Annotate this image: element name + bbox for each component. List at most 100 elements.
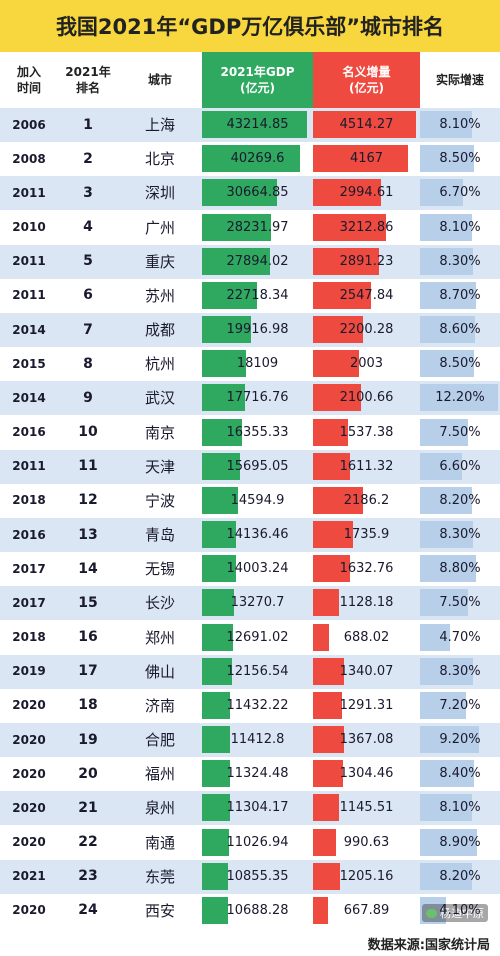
data-source: 数据来源:国家统计局: [367, 938, 490, 953]
rank-cell: 12: [78, 492, 98, 509]
rank-cell: 1: [83, 116, 93, 133]
join-year-cell: 2017: [12, 561, 46, 576]
join-year-cell: 2008: [12, 151, 46, 166]
gdp-value: 19916.98: [226, 322, 289, 337]
increase-value: 2186.2: [343, 492, 390, 508]
header-city: 城市: [147, 73, 172, 87]
city-cell: 成都: [144, 321, 175, 339]
rank-cell: 22: [78, 834, 98, 850]
city-cell: 重庆: [144, 252, 175, 271]
gdp-value: 28231.97: [226, 219, 289, 235]
growth-value: 4.10%: [439, 902, 481, 918]
increase-value: 990.63: [343, 834, 390, 850]
growth-bar: [420, 691, 467, 719]
join-year-cell: 2011: [12, 254, 46, 269]
growth-bar: [420, 316, 476, 343]
city-cell: 佛山: [144, 662, 175, 681]
gdp-value: 13270.7: [230, 595, 285, 611]
increase-bar: [313, 726, 345, 753]
increase-bar: [313, 691, 343, 719]
growth-bar: [420, 452, 463, 480]
table-header: 加入 时间 2021年 排名 城市 2021年GDP (亿元) 名义增量 (亿元…: [0, 52, 500, 108]
table-row: 2020 24 西安 10688.28 667.89 4.10%: [0, 893, 500, 928]
gdp-value: 11324.48: [226, 766, 289, 782]
increase-bar: [313, 589, 339, 617]
rank-cell: 17: [78, 663, 98, 680]
city-cell: 长沙: [144, 594, 175, 613]
increase-bar: [313, 418, 348, 446]
rank-cell: 10: [78, 424, 98, 440]
gdp-value: 11026.94: [226, 834, 289, 850]
join-year-cell: 2017: [12, 595, 46, 610]
growth-value: 7.20%: [439, 697, 481, 713]
growth-value: 8.40%: [439, 766, 481, 782]
increase-value: 1367.08: [339, 732, 394, 747]
growth-bar: [420, 726, 479, 753]
table-row: 2021 23 东莞 10855.35 1205.16 8.20%: [0, 859, 500, 894]
city-cell: 济南: [144, 696, 175, 715]
rank-cell: 6: [83, 287, 93, 304]
table-row: 2019 17 佛山 12156.54 1340.07 8.30%: [0, 654, 500, 689]
footer: 杨迪中原 数据来源:国家统计局: [0, 904, 500, 956]
growth-bar: [420, 179, 463, 207]
city-cell: 广州: [144, 218, 175, 237]
increase-value: 2547.84: [339, 287, 394, 303]
increase-bar: [313, 862, 341, 890]
table-row: 2020 18 济南 11432.22 1291.31 7.20%: [0, 688, 500, 723]
gdp-value: 16355.33: [226, 424, 289, 440]
rank-cell: 16: [78, 629, 98, 645]
rank-cell: 24: [78, 902, 98, 919]
growth-value: 8.30%: [439, 527, 481, 542]
rank-cell: 13: [78, 526, 98, 543]
join-year-cell: 2020: [12, 698, 46, 713]
increase-bar: [313, 213, 387, 241]
table-row: 2017 14 无锡 14003.24 1632.76 8.80%: [0, 552, 500, 587]
ranking-table: 2006 1 上海 43214.85 4514.27 8.10% 2008 2 北京 40269.…: [0, 108, 500, 928]
gdp-bar: [202, 896, 229, 924]
increase-bar: [313, 657, 344, 685]
join-year-cell: 2011: [12, 288, 46, 303]
gdp-bar: [202, 316, 251, 343]
gdp-bar: [202, 213, 271, 241]
table-row: 2010 4 广州 28231.97 3212.86 8.10%: [0, 210, 500, 245]
increase-value: 1205.16: [339, 868, 394, 884]
table-row: 2008 2 北京 40269.6 4167 8.50%: [0, 142, 500, 177]
city-cell: 西安: [144, 901, 175, 920]
increase-bar: [313, 794, 340, 822]
gdp-value: 27894.02: [226, 253, 289, 269]
gdp-bar: [202, 555, 237, 583]
growth-bar: [420, 760, 474, 788]
gdp-bar: [202, 486, 238, 514]
increase-value: 1128.18: [339, 595, 394, 611]
increase-bar: [313, 896, 329, 924]
gdp-value: 10855.35: [226, 868, 289, 884]
gdp-value: 30664.85: [226, 185, 289, 201]
gdp-value: 12691.02: [226, 629, 289, 645]
rank-cell: 18: [78, 697, 98, 714]
increase-bar: [313, 486, 363, 514]
gdp-bar: [202, 452, 241, 480]
join-year-cell: 2020: [12, 903, 46, 918]
city-cell: 青岛: [144, 526, 175, 544]
gdp-bar: [202, 828, 229, 856]
growth-bar: [420, 213, 472, 241]
join-year-cell: 2014: [12, 322, 46, 337]
growth-value: 8.10%: [439, 800, 481, 816]
growth-value: 8.90%: [439, 834, 481, 850]
rank-cell: 19: [78, 731, 98, 748]
city-cell: 杭州: [144, 355, 175, 374]
increase-bar: [313, 111, 416, 138]
rank-cell: 21: [78, 799, 98, 816]
increase-value: 2200.28: [339, 322, 394, 337]
gdp-bar: [202, 350, 247, 378]
watermark-text: 杨迪中原: [440, 907, 484, 920]
city-cell: 上海: [144, 116, 175, 134]
gdp-bar: [202, 384, 246, 412]
join-year-cell: 2021: [12, 869, 46, 884]
growth-bar: [420, 589, 468, 617]
growth-value: 7.50%: [439, 595, 481, 611]
join-year-cell: 2020: [12, 732, 46, 747]
increase-value: 1537.38: [339, 424, 394, 440]
header-join-year: 加入 时间: [16, 65, 41, 95]
table-row: 2018 16 郑州 12691.02 688.02 4.70%: [0, 620, 500, 655]
